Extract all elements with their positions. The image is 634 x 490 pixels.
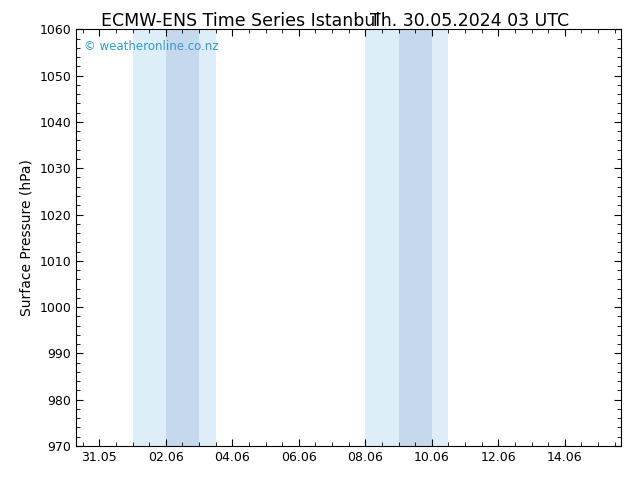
Bar xyxy=(399,29,432,446)
Bar xyxy=(166,29,199,446)
Bar xyxy=(365,29,448,446)
Text: ECMW-ENS Time Series Istanbul: ECMW-ENS Time Series Istanbul xyxy=(101,12,380,30)
Text: Th. 30.05.2024 03 UTC: Th. 30.05.2024 03 UTC xyxy=(370,12,569,30)
Y-axis label: Surface Pressure (hPa): Surface Pressure (hPa) xyxy=(20,159,34,316)
Bar xyxy=(133,29,216,446)
Text: © weatheronline.co.nz: © weatheronline.co.nz xyxy=(84,40,219,53)
